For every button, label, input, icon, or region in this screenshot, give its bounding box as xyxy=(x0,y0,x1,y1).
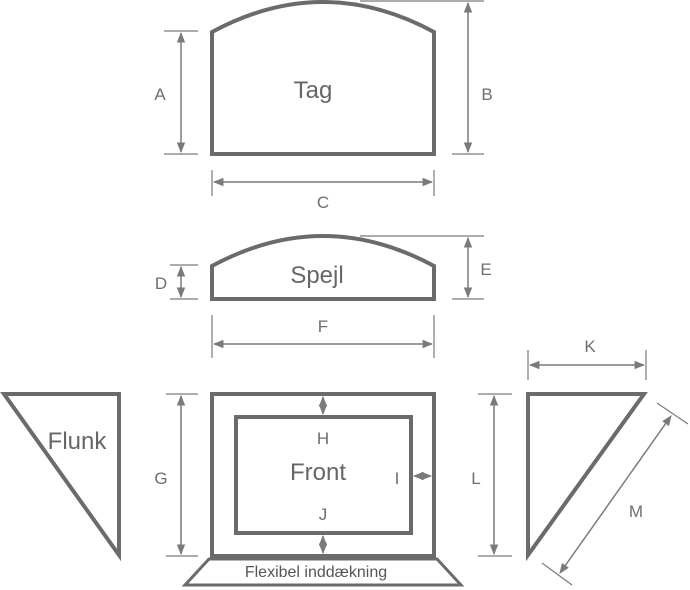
dimension-m-label: M xyxy=(629,502,643,521)
dimension-c-label: C xyxy=(317,193,329,212)
dimension-l-label: L xyxy=(471,469,480,488)
dimension-c: C xyxy=(211,170,435,212)
flunk-panel: Flunk xyxy=(0,392,121,562)
dimension-e: E xyxy=(360,235,492,300)
tag-panel: Tag xyxy=(210,0,436,156)
dimension-e-label: E xyxy=(480,260,491,279)
spejl-label: Spejl xyxy=(290,262,343,289)
dimension-d-label: D xyxy=(155,274,167,293)
dimension-h-label: H xyxy=(317,429,329,448)
dimension-f: F xyxy=(211,315,435,358)
dimension-k: K xyxy=(527,337,647,380)
dimension-i: I xyxy=(395,469,433,488)
dimension-b: B xyxy=(360,0,493,155)
flunk-outline xyxy=(0,392,121,562)
dimension-b-label: B xyxy=(481,85,492,104)
flexibel-outline xyxy=(181,557,465,587)
dimension-a: A xyxy=(154,30,198,155)
dimension-m: M xyxy=(541,402,689,586)
dimension-j-label: J xyxy=(319,505,328,524)
dimension-g: G xyxy=(154,393,198,557)
flexibel-label: Flexibel inddækning xyxy=(245,564,387,581)
dimension-g-label: G xyxy=(154,469,167,488)
flunk-label: Flunk xyxy=(48,428,108,455)
front-label: Front xyxy=(290,459,346,486)
tag-label: Tag xyxy=(294,77,333,104)
dimension-a-label: A xyxy=(154,85,166,104)
dimension-k-label: K xyxy=(584,337,596,356)
front-outer-frame xyxy=(210,392,436,558)
dimension-d: D xyxy=(155,264,198,300)
dimension-j: J xyxy=(319,505,328,555)
spejl-outline xyxy=(210,234,436,301)
flexibel-inddaekning-panel: Flexibel inddækning xyxy=(181,557,465,587)
dimension-l: L xyxy=(471,393,512,557)
front-opening xyxy=(234,415,413,535)
dimension-h: H xyxy=(317,395,329,448)
right-triangle-outline xyxy=(526,392,648,562)
tag-outline xyxy=(210,0,436,156)
front-panel: Front xyxy=(210,392,436,558)
spejl-panel: Spejl xyxy=(210,234,436,301)
right-triangle-panel xyxy=(526,392,648,562)
dimension-f-label: F xyxy=(318,317,328,336)
dimension-i-label: I xyxy=(395,469,400,488)
